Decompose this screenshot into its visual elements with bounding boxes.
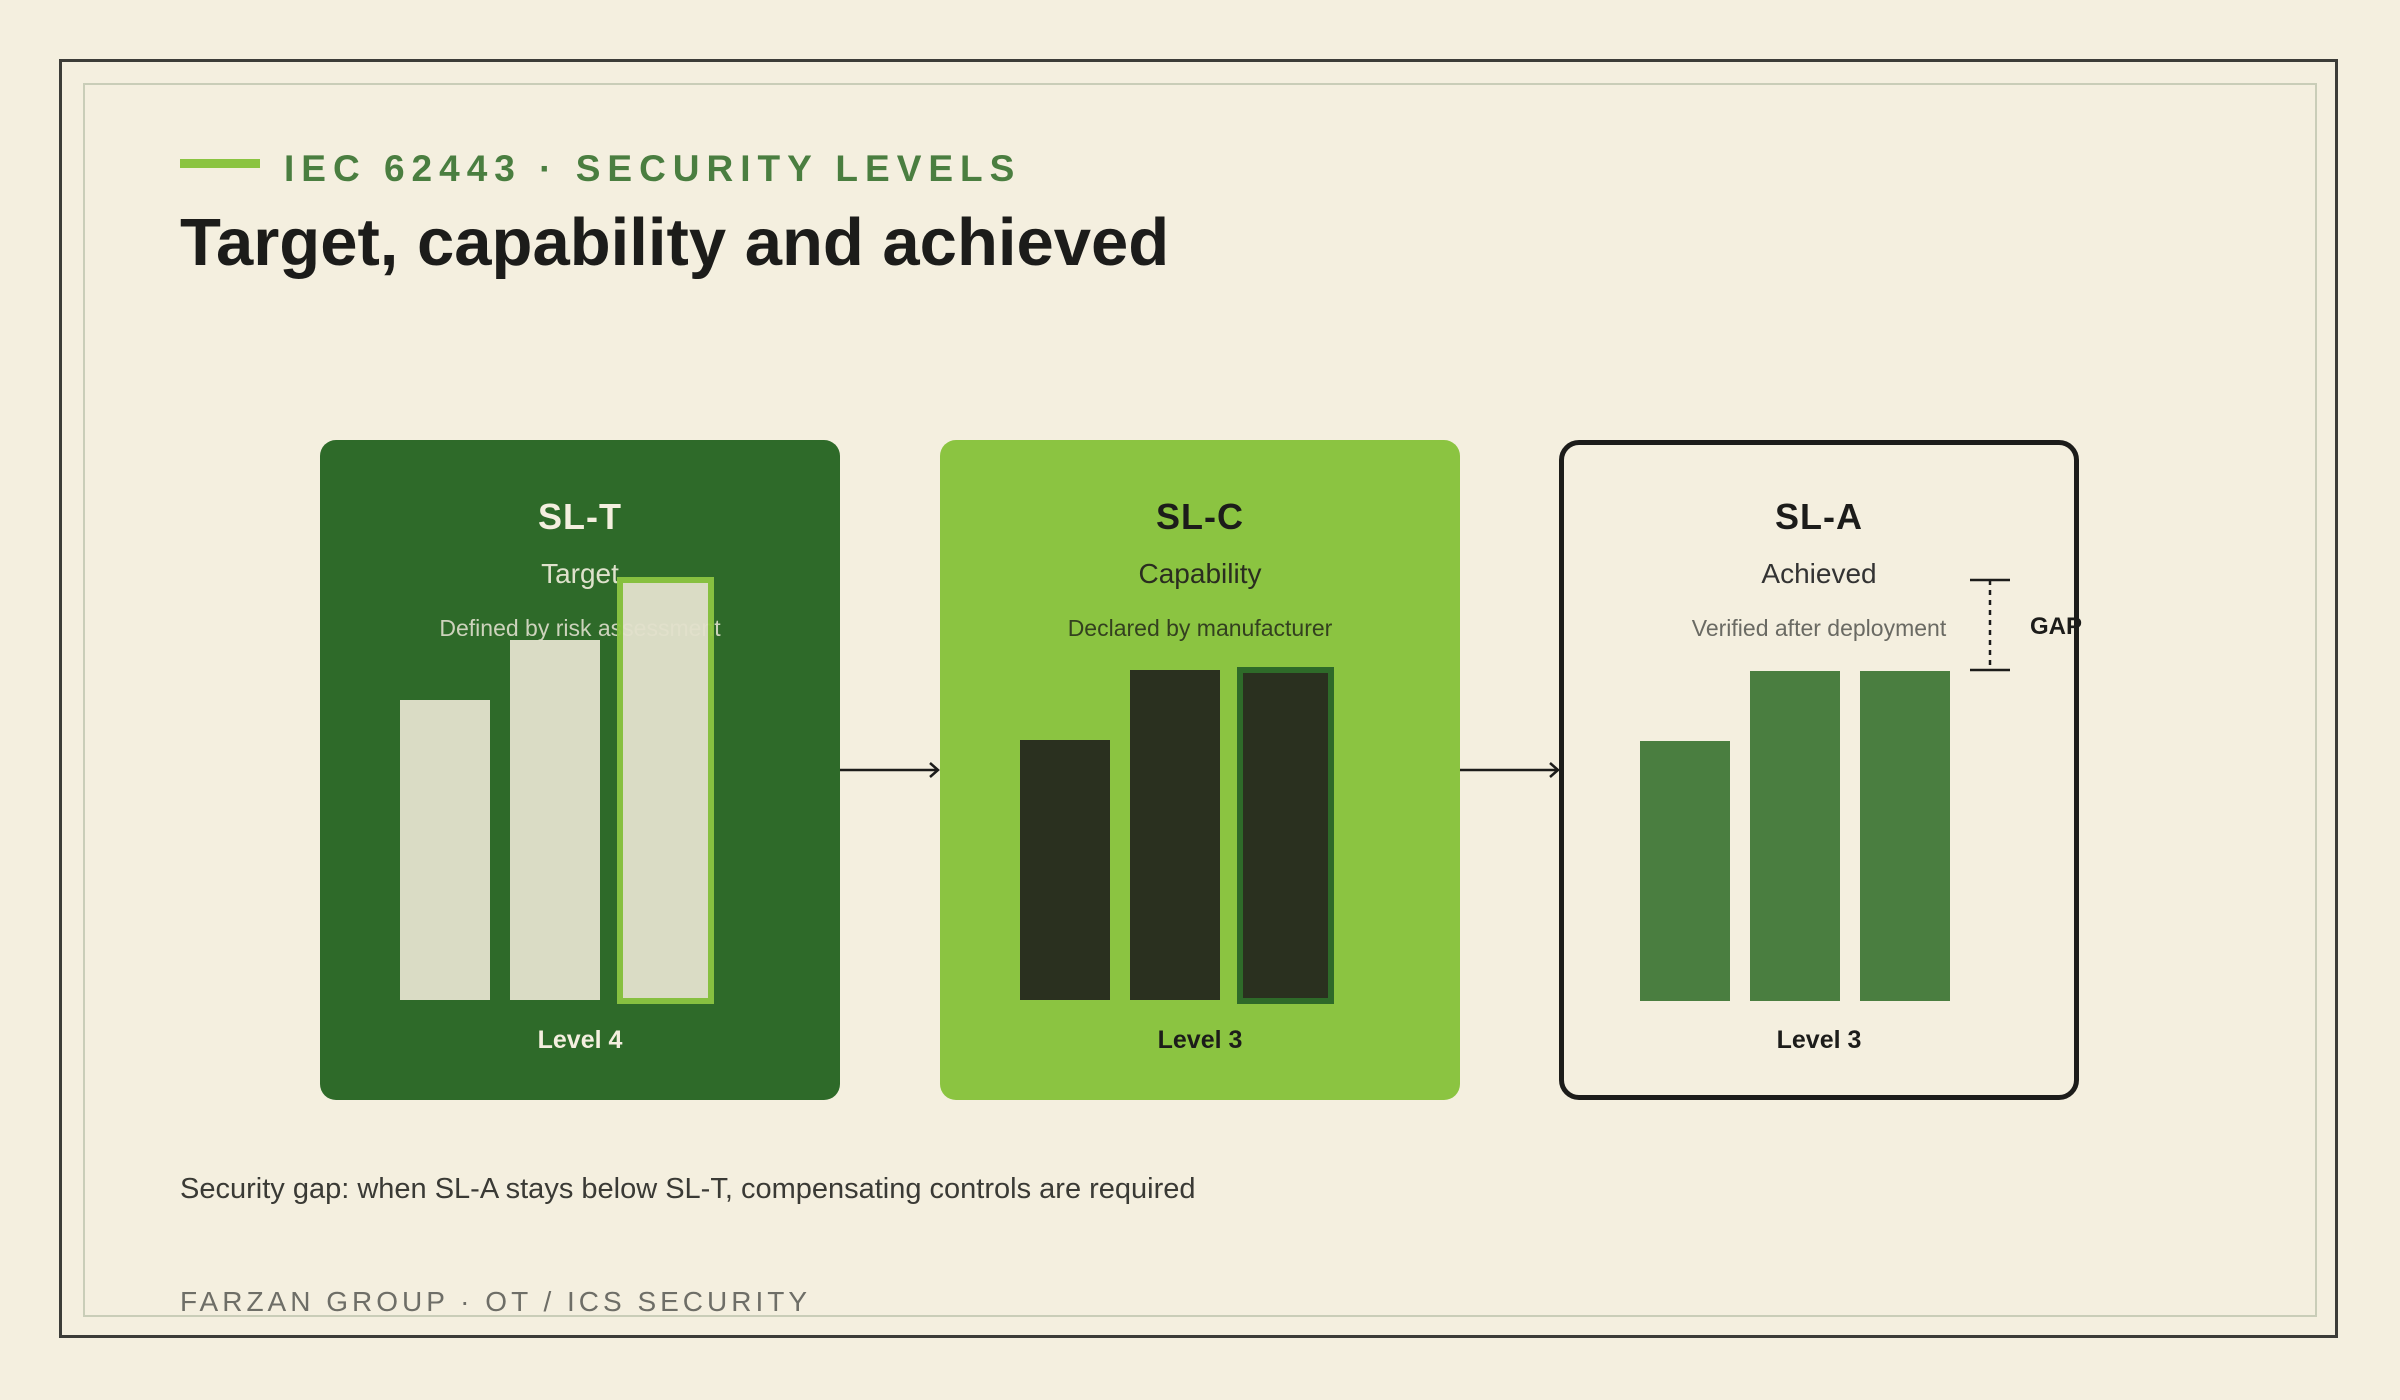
level-bar-1 (400, 700, 490, 1000)
card-sl-t: SL-T Target Defined by risk assessment L… (320, 440, 840, 1100)
level-bar-1 (1640, 741, 1730, 1001)
card-sl-c: SL-C Capability Declared by manufacturer… (940, 440, 1460, 1100)
gap-note: Security gap: when SL-A stays below SL-T… (180, 1173, 1196, 1205)
inner-frame (83, 83, 2317, 1317)
card-name: SL-A (1775, 496, 1863, 537)
page-title: Target, capability and achieved (180, 205, 1170, 280)
eyebrow-accent-bar (180, 159, 260, 168)
level-bar-2 (1130, 670, 1220, 1000)
arrow-right-icon (1460, 762, 1560, 778)
outer-frame (59, 59, 2338, 1338)
card-sl-a: SL-A Achieved Verified after deployment … (1559, 440, 2079, 1100)
card-description: Defined by risk assessment (439, 615, 721, 641)
card-level: Level 3 (1157, 1026, 1243, 1054)
gap-label: GAP (2030, 613, 2083, 640)
card-level: Level 4 (537, 1026, 623, 1054)
card-subtitle: Achieved (1761, 558, 1877, 589)
card-description: Declared by manufacturer (1067, 615, 1333, 641)
card-subtitle: Capability (1138, 558, 1262, 589)
card-level: Level 3 (1776, 1026, 1862, 1054)
level-bar-2 (1750, 671, 1840, 1001)
arrow-right-icon (840, 762, 940, 778)
level-bar-3 (1860, 671, 1950, 1001)
card-description: Verified after deployment (1691, 615, 1947, 641)
gap-bracket-icon (1970, 578, 2010, 672)
card-subtitle: Target (541, 558, 619, 589)
level-bar-3-highlighted (1237, 667, 1334, 1004)
eyebrow-label: IEC 62443 · SECURITY LEVELS (284, 148, 1022, 189)
level-bar-3-highlighted (617, 577, 714, 1004)
card-name: SL-T (538, 496, 622, 537)
level-bar-1 (1020, 740, 1110, 1000)
level-bar-2 (510, 640, 600, 1000)
card-name: SL-C (1156, 496, 1244, 537)
footer-label: FARZAN GROUP · OT / ICS SECURITY (180, 1286, 812, 1317)
